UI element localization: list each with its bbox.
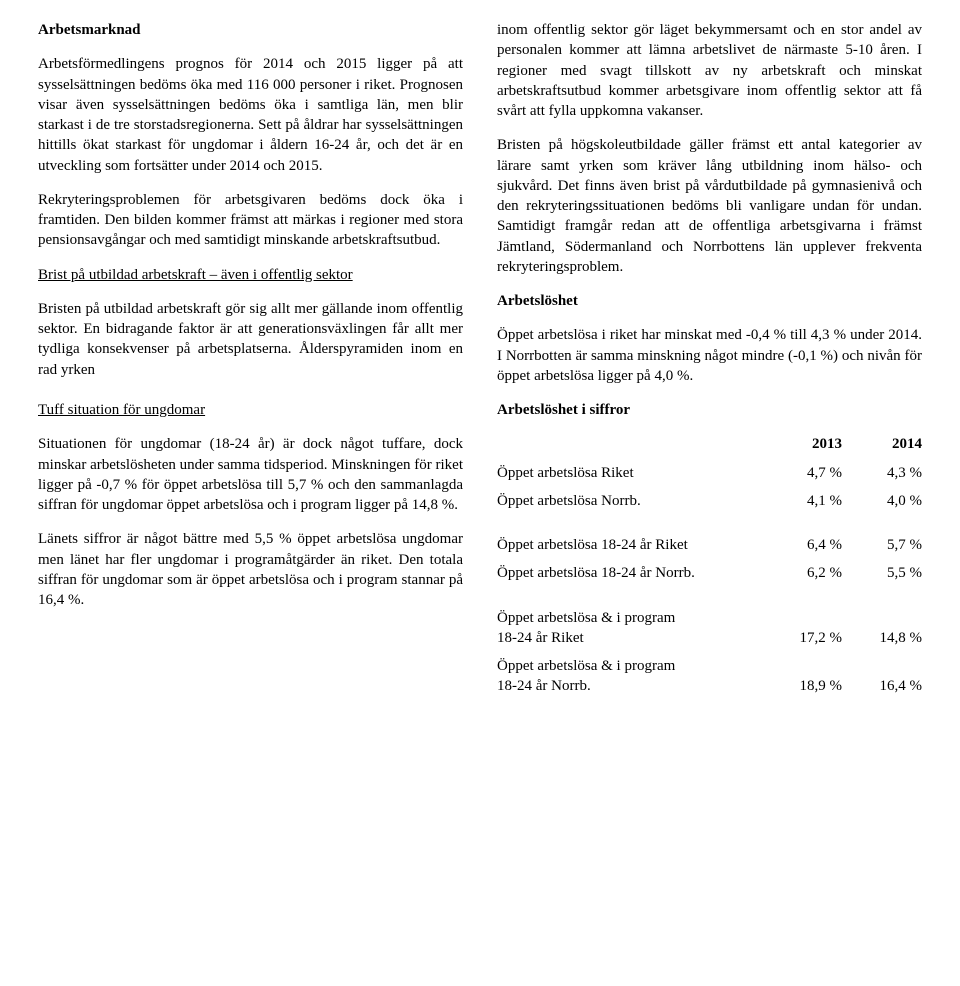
lower-columns: Tuff situation för ungdomar Situationen … xyxy=(38,400,922,707)
subheading: Brist på utbildad arbetskraft – även i o… xyxy=(38,265,463,285)
section-title: Arbetslöshet xyxy=(497,291,922,311)
table-value-blank xyxy=(762,656,842,676)
table-value: 14,8 % xyxy=(842,628,922,648)
table-row: Öppet arbetslösa & i program xyxy=(497,608,922,628)
table-label: Öppet arbetslösa 18-24 år Riket xyxy=(497,535,762,555)
table-value: 5,7 % xyxy=(842,535,922,555)
left-column-lower: Tuff situation för ungdomar Situationen … xyxy=(38,400,463,707)
paragraph: Rekryteringsproblemen för arbetsgivaren … xyxy=(38,190,463,251)
table-row: Öppet arbetslösa Norrb. 4,1 % 4,0 % xyxy=(497,491,922,511)
stats-table-2: Öppet arbetslösa 18-24 år Riket 6,4 % 5,… xyxy=(497,535,922,584)
table-label: Öppet arbetslösa Riket xyxy=(497,463,762,483)
table-label: Öppet arbetslösa Norrb. xyxy=(497,491,762,511)
table-row: Öppet arbetslösa & i program xyxy=(497,656,922,676)
paragraph: Bristen på utbildad arbetskraft gör sig … xyxy=(38,299,463,380)
table-row: Öppet arbetslösa 18-24 år Norrb. 6,2 % 5… xyxy=(497,563,922,583)
upper-columns: Arbetsmarknad Arbetsförmedlingens progno… xyxy=(38,20,922,400)
table-value: 4,0 % xyxy=(842,491,922,511)
table-header-row: 2013 2014 xyxy=(497,434,922,454)
table-value-blank xyxy=(842,608,922,628)
table-label: 18-24 år Norrb. xyxy=(497,676,762,696)
left-column: Arbetsmarknad Arbetsförmedlingens progno… xyxy=(38,20,463,400)
table-header-blank xyxy=(497,434,762,454)
table-header-year2: 2014 xyxy=(842,434,922,454)
table-value: 4,3 % xyxy=(842,463,922,483)
paragraph: Situationen för ungdomar (18-24 år) är d… xyxy=(38,434,463,515)
right-column: inom offentlig sektor gör läget bekymmer… xyxy=(497,20,922,400)
table-label: Öppet arbetslösa & i program xyxy=(497,608,762,628)
table-value-blank xyxy=(762,608,842,628)
table-header-year1: 2013 xyxy=(762,434,842,454)
table-label: Öppet arbetslösa 18-24 år Norrb. xyxy=(497,563,762,583)
table-row: 18-24 år Riket 17,2 % 14,8 % xyxy=(497,628,922,648)
stats-table-1: 2013 2014 Öppet arbetslösa Riket 4,7 % 4… xyxy=(497,434,922,511)
paragraph: Arbetsförmedlingens prognos för 2014 och… xyxy=(38,54,463,176)
table-row: Öppet arbetslösa 18-24 år Riket 6,4 % 5,… xyxy=(497,535,922,555)
paragraph: inom offentlig sektor gör läget bekymmer… xyxy=(497,20,922,121)
table-row: Öppet arbetslösa Riket 4,7 % 4,3 % xyxy=(497,463,922,483)
section-title: Arbetsmarknad xyxy=(38,20,463,40)
table-value: 18,9 % xyxy=(762,676,842,696)
table-value: 4,7 % xyxy=(762,463,842,483)
table-value: 5,5 % xyxy=(842,563,922,583)
subheading: Tuff situation för ungdomar xyxy=(38,400,463,420)
table-value: 6,4 % xyxy=(762,535,842,555)
table-value: 17,2 % xyxy=(762,628,842,648)
paragraph: Bristen på högskoleutbildade gäller främ… xyxy=(497,135,922,277)
stats-table-3: Öppet arbetslösa & i program 18-24 år Ri… xyxy=(497,608,922,697)
table-value: 16,4 % xyxy=(842,676,922,696)
table-title: Arbetslöshet i siffror xyxy=(497,400,922,420)
paragraph: Öppet arbetslösa i riket har minskat med… xyxy=(497,325,922,386)
table-value-blank xyxy=(842,656,922,676)
paragraph: Länets siffror är något bättre med 5,5 %… xyxy=(38,529,463,610)
table-label: Öppet arbetslösa & i program xyxy=(497,656,762,676)
table-value: 6,2 % xyxy=(762,563,842,583)
right-column-lower: Arbetslöshet i siffror 2013 2014 Öppet a… xyxy=(497,400,922,707)
table-value: 4,1 % xyxy=(762,491,842,511)
table-label: 18-24 år Riket xyxy=(497,628,762,648)
table-row: 18-24 år Norrb. 18,9 % 16,4 % xyxy=(497,676,922,696)
